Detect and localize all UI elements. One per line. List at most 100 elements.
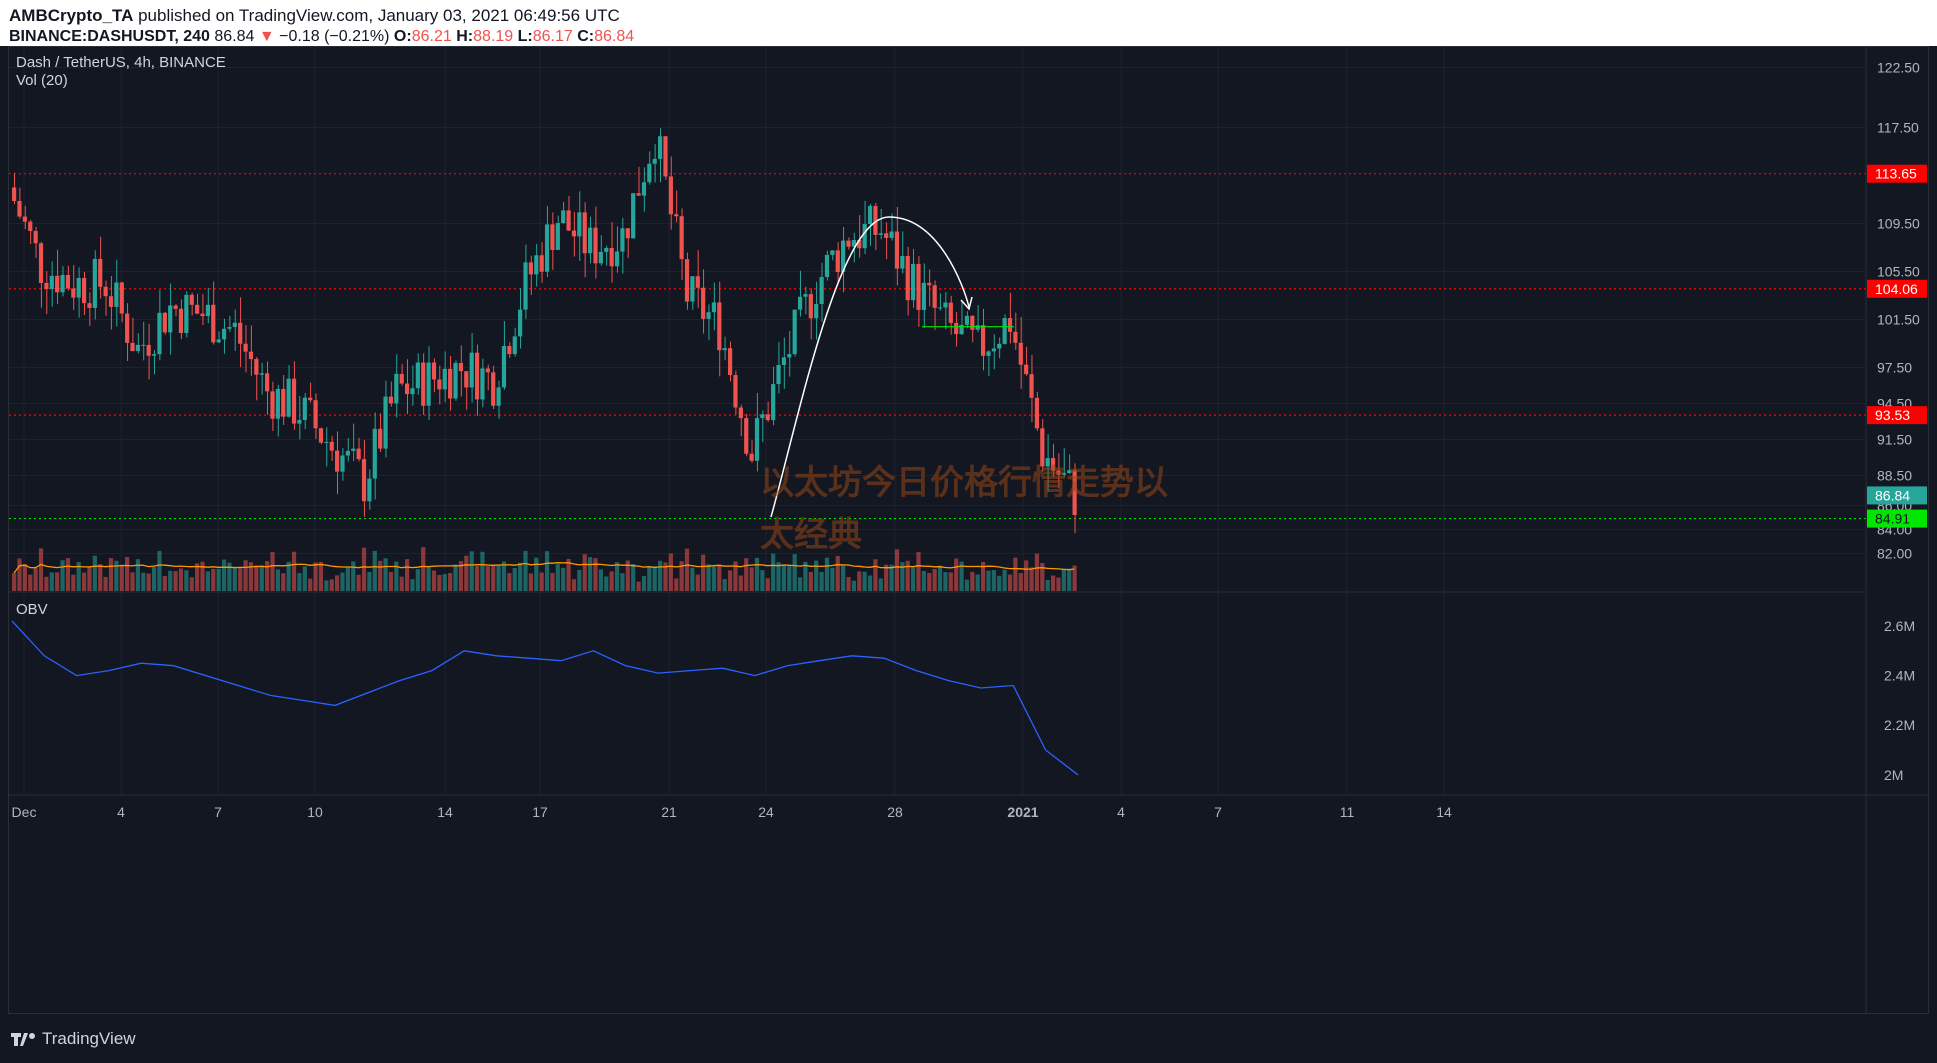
candle-body [884,233,889,238]
candle-body [614,251,620,267]
price-tick-label: 101.50 [1877,312,1920,328]
volume-bar [884,564,889,591]
chart-svg[interactable]: 122.50117.50109.50105.50101.5097.5094.50… [9,47,1928,1013]
obv-axis[interactable]: 2.6M 2.4M 2.2M 2M [1884,618,1915,783]
candle-body [98,258,103,287]
candle-body [738,407,743,419]
obv-tick-label: 2.4M [1884,668,1915,684]
tradingview-logo[interactable]: TradingView [10,1029,136,1049]
candle-body [151,354,157,356]
candle-body [135,344,141,352]
candle-body [550,224,555,250]
time-tick-label: 7 [1214,804,1222,820]
candle-body [625,228,630,239]
volume-bar [765,578,770,591]
author[interactable]: AMBCrypto_TA [9,6,134,25]
candle-body [178,308,184,334]
volume-bar [28,574,33,591]
volume-bar [76,562,81,591]
time-axis[interactable]: Dec 4 7 10 14 17 21 24 28 2021 4 7 11 14 [12,804,1452,820]
volume-bar [17,558,22,591]
volume-bar [771,553,776,591]
candle-body [744,418,749,454]
candle-body [141,344,146,346]
price-axis[interactable]: 122.50117.50109.50105.50101.5097.5094.50… [1877,60,1920,562]
volume-bar [87,567,92,591]
volume-bar [108,558,114,591]
time-tick-label: 17 [532,804,548,820]
volume-bar [701,554,706,591]
candle-body [690,276,695,302]
candle-body [453,363,458,399]
candle-body [819,277,824,305]
volume-bar [997,575,1002,591]
volume-bar [1050,575,1056,591]
volume-bar [81,572,87,591]
level-tag [1867,279,1927,298]
candle-body [221,328,227,340]
volume-bar [916,552,921,591]
volume-bar [480,551,485,591]
volume-bar [981,562,986,591]
candle-body [916,263,921,310]
volume-bar [361,547,367,591]
volume-bar [394,561,399,591]
candle-body [458,363,464,372]
volume-bar [857,571,862,591]
candle-body [281,388,286,417]
candle-body [286,378,291,417]
candle-body [684,259,690,302]
time-tick-label: 10 [307,804,323,820]
candle-body [679,216,684,260]
volume-bar [313,562,318,591]
volume-bar [141,572,146,591]
candle-body [232,322,237,327]
candle-body [711,302,717,313]
volume-bar [900,562,905,591]
candle-body [76,277,81,298]
volume-bar [92,555,97,591]
volume-bar [555,564,560,591]
volume-bar [948,572,953,591]
candle-body [911,263,916,301]
candle-body [986,351,991,356]
chart-frame[interactable]: 122.50 117.50 109.50 105.50 101.50 97.50 94.50… [8,46,1929,1014]
volume-bar [717,564,722,591]
volume-bar [431,570,437,591]
candle-body [33,230,38,244]
candle-body [1072,470,1077,515]
candle-body [464,371,469,388]
candle-body [184,294,189,334]
candle-body [361,459,367,502]
candle-body [964,315,970,325]
volume-bar [125,557,130,591]
volume-bar [98,564,103,591]
volume-bar [12,573,17,591]
volume-bar [776,562,781,591]
candle-body [189,294,194,305]
candle-body [631,193,636,239]
volume-bar [281,573,286,591]
candle-body [754,418,760,461]
volume-bar [797,577,803,591]
volume-bar [819,571,824,591]
volume-bar [668,553,673,591]
volume-bar [367,571,372,591]
volume-bar [383,558,388,591]
volume-bar [631,563,636,591]
time-tick-label: 2021 [1007,804,1038,820]
candle-body [1040,428,1045,467]
volume-bar [151,567,157,591]
candle-body [862,223,867,249]
candle-body [157,312,162,355]
candle-body [1056,470,1061,475]
volume-bar [178,568,184,591]
volume-bar [205,571,210,591]
arc-annotation [770,216,970,518]
volume-bar [426,567,431,591]
price-tick-label: 88.50 [1877,468,1912,484]
candle-body [1029,374,1034,398]
candle-body [448,368,453,399]
candle-body [544,224,550,272]
level-tag [1867,406,1927,425]
